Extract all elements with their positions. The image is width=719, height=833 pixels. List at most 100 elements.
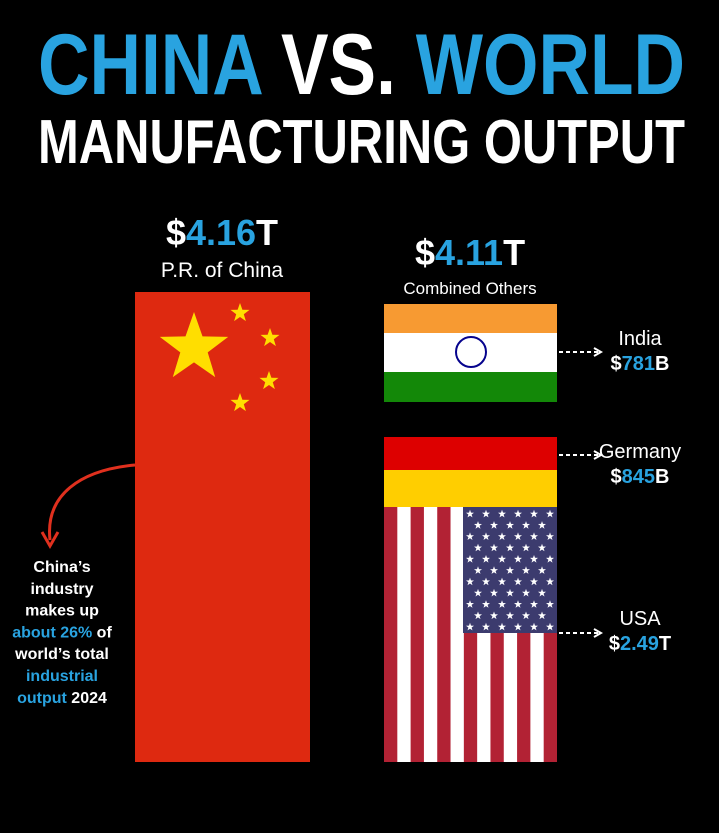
usa-star <box>530 622 538 631</box>
usa-star <box>466 600 474 608</box>
unit: T <box>503 232 525 273</box>
country-value: $2.49T <box>609 633 671 655</box>
arrowhead <box>593 347 604 357</box>
usa-star <box>474 588 482 597</box>
usa-star <box>514 509 522 518</box>
country-name: USA <box>619 608 661 630</box>
arrowhead <box>593 450 604 460</box>
usa-star <box>482 509 490 518</box>
note-line: world’s total <box>14 646 109 663</box>
currency: $ <box>611 353 622 375</box>
note-text: of <box>92 624 112 641</box>
country-name: Germany <box>599 441 681 463</box>
usa-stripe <box>384 507 398 762</box>
usa-star <box>514 577 522 586</box>
flags <box>135 292 557 762</box>
note: China’s industry makes up about 26% of world… <box>12 559 112 707</box>
usa-star <box>506 611 514 620</box>
note-text: output <box>17 690 67 707</box>
usa-star <box>538 543 546 552</box>
note-line: makes up <box>25 603 99 620</box>
usa-star <box>506 521 514 529</box>
note-text: 2024 <box>67 690 107 707</box>
usa-star <box>498 532 506 540</box>
china-value: $4.16T <box>166 212 278 253</box>
china-label: P.R. of China <box>161 259 284 282</box>
usa-star <box>546 622 554 631</box>
usa-star <box>538 611 546 620</box>
amount: 781 <box>622 353 655 375</box>
usa-star <box>546 577 554 586</box>
note-line: output 2024 <box>17 690 107 707</box>
usa-star <box>546 555 554 563</box>
unit: B <box>655 466 669 488</box>
china-star <box>230 393 250 412</box>
usa-star <box>506 588 514 597</box>
usa-star <box>514 532 522 540</box>
currency: $ <box>611 466 622 488</box>
usa-star <box>466 509 474 518</box>
note-text: makes up <box>25 603 99 620</box>
china-star <box>259 371 279 390</box>
usa-star <box>538 588 546 597</box>
usa-star <box>466 532 474 540</box>
usa-star <box>466 622 474 631</box>
india-chakra <box>455 336 487 368</box>
usa-star <box>546 509 554 518</box>
usa-star <box>530 555 538 563</box>
usa-star <box>482 600 490 608</box>
unit: B <box>655 353 669 375</box>
amount: 4.16 <box>186 212 256 253</box>
usa-star <box>482 532 490 540</box>
usa-star <box>522 543 530 552</box>
others-label: Combined Others <box>403 279 536 298</box>
usa-star <box>490 543 498 552</box>
note-line: about 26% of <box>12 624 112 641</box>
country-value: $781B <box>611 353 670 375</box>
usa-star <box>538 521 546 529</box>
note-arrow <box>48 463 136 541</box>
usa-star <box>506 543 514 552</box>
country-value: $845B <box>611 466 670 488</box>
country-name: India <box>618 328 662 350</box>
usa-star <box>538 566 546 574</box>
title-word: CHINA <box>38 17 262 113</box>
note-text: industrial <box>26 668 98 685</box>
usa-star <box>498 577 506 586</box>
usa-star <box>530 577 538 586</box>
usa-star <box>514 555 522 563</box>
usa-star <box>530 509 538 518</box>
title-word: WORLD <box>416 17 685 113</box>
usa-star <box>474 611 482 620</box>
usa-star <box>490 611 498 620</box>
china-star <box>159 312 229 378</box>
china-star <box>230 303 250 322</box>
others-value: $4.11T <box>415 232 525 273</box>
usa-star <box>546 532 554 540</box>
usa-star <box>490 588 498 597</box>
usa-star <box>498 622 506 631</box>
india-flag-saffron <box>384 304 557 334</box>
india-flag-green <box>384 372 557 402</box>
usa-star <box>522 566 530 574</box>
usa-star <box>514 622 522 631</box>
usa-star <box>498 555 506 563</box>
usa-star <box>522 588 530 597</box>
usa-star <box>546 600 554 608</box>
amount: 4.11 <box>435 232 503 273</box>
usa-star <box>474 543 482 552</box>
usa-stripe <box>410 507 424 762</box>
amount: 845 <box>622 466 655 488</box>
usa-star <box>482 622 490 631</box>
usa-star <box>490 566 498 574</box>
germany-flag-red <box>384 437 557 471</box>
usa-star <box>530 532 538 540</box>
usa-star <box>474 566 482 574</box>
germany-flag-gold <box>384 470 557 507</box>
currency: $ <box>609 633 620 655</box>
china-star <box>260 328 280 347</box>
title-line-1: CHINA VS. WORLD <box>38 17 685 113</box>
